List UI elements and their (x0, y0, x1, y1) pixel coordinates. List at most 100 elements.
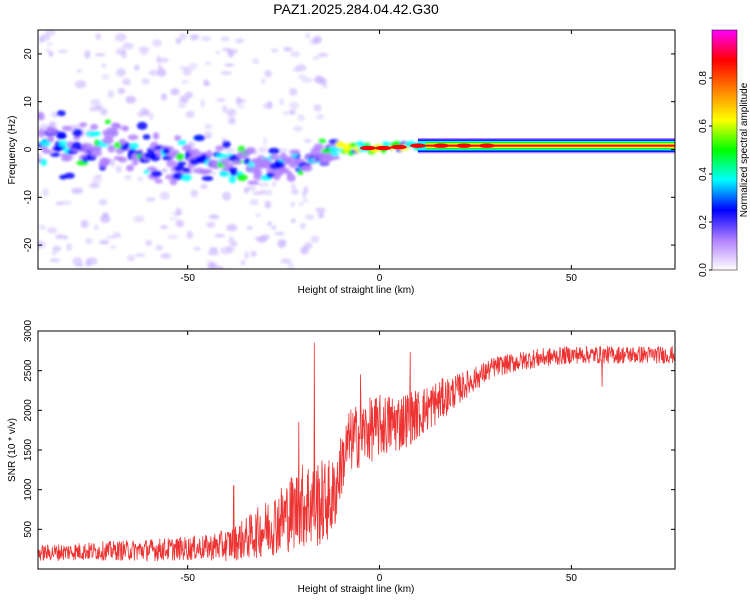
spectrogram-cell (52, 245, 62, 252)
spectrogram-y-tick-label: -20 (23, 237, 34, 252)
spectrogram-cell (227, 51, 234, 58)
spectrogram-cell (215, 145, 225, 152)
spectrogram-cell (179, 32, 188, 41)
spectrogram-cell (299, 222, 306, 229)
spectrogram-cell (118, 156, 128, 163)
spectrogram-cell (149, 112, 154, 121)
spectrogram-cell (215, 265, 224, 269)
spectrogram-cell (257, 182, 270, 187)
spectrogram-cell (279, 98, 285, 105)
spectrogram-cell (150, 170, 163, 177)
spectrogram-cell (283, 46, 293, 52)
spectrogram-hotspot (375, 145, 392, 151)
spectrogram-cell (38, 111, 45, 120)
spectrogram-cell (38, 224, 47, 230)
spectrogram-cell (46, 127, 58, 135)
colorbar-tick-label: 0.8 (698, 71, 709, 85)
spectrogram-cell (72, 257, 83, 266)
spectrogram-cell (95, 53, 106, 57)
spectrogram-cell (127, 134, 139, 141)
spectrogram-cell (110, 158, 115, 168)
spectrogram-cell (169, 217, 179, 221)
spectrogram-cell (219, 170, 230, 177)
spectrogram-cell (305, 33, 310, 39)
snr-y-tick-label: 2000 (23, 399, 34, 422)
spectrogram-cell (175, 152, 185, 161)
spectrogram-cell (300, 164, 313, 172)
spectrogram-cell (297, 75, 307, 79)
spectrogram-y-tick-label: 20 (23, 48, 34, 60)
spectrogram-cell (55, 234, 66, 240)
spectrogram-cell (40, 33, 51, 42)
spectrogram-y-tick-label: 0 (23, 146, 34, 152)
spectrogram-cell (60, 200, 73, 206)
snr-y-tick-label: 1500 (23, 438, 34, 461)
spectrogram-cell (137, 176, 144, 182)
spectrogram-cell (186, 230, 194, 240)
colorbar-tick-label: 0.0 (698, 263, 709, 277)
spectrogram-cell (129, 142, 139, 150)
spectrogram-cell (305, 214, 315, 221)
spectrogram-cell (301, 77, 313, 83)
spectrogram-cell (148, 69, 161, 76)
spectrogram-cell (278, 167, 290, 173)
spectrogram-hotspot (409, 143, 426, 148)
spectrogram-cell (85, 257, 98, 266)
spectrogram-cell (160, 93, 168, 101)
spectrogram-cell (110, 128, 119, 137)
spectrogram-cell (175, 37, 182, 44)
spectrogram-cell (303, 185, 309, 194)
spectrogram-cell (48, 50, 54, 57)
snr-series-line (38, 342, 675, 562)
spectrogram-cell (100, 108, 108, 116)
spectrogram-cell (226, 224, 238, 232)
spectrogram-cell (208, 214, 220, 220)
spectrogram-cell (250, 250, 257, 258)
spectrogram-cell (215, 97, 226, 103)
spectrogram-cell (268, 147, 280, 155)
spectrogram-cell (101, 64, 106, 68)
spectrogram-cell (177, 161, 187, 167)
spectrogram-cell (315, 78, 326, 84)
spectrogram-cell (330, 152, 340, 157)
spectrogram-cell (126, 164, 135, 172)
spectrogram-cell (317, 52, 329, 57)
spectrogram-y-tick-label: 10 (23, 96, 34, 108)
spectrogram-cell (72, 128, 83, 137)
spectrogram-cell (58, 131, 67, 139)
spectrogram-cell (167, 234, 178, 240)
spectrogram-cell (113, 231, 121, 238)
spectrogram-cell (318, 211, 325, 219)
spectrogram-band (360, 138, 675, 154)
spectrogram-cell (220, 36, 230, 42)
spectrogram-cell (237, 105, 245, 109)
spectrogram-cell (174, 135, 182, 141)
spectrogram-cell (116, 68, 126, 77)
spectrogram-cell (259, 189, 267, 195)
spectrogram-cell (266, 171, 276, 179)
spectrogram-cell (134, 253, 146, 257)
colorbar-tick-label: 0.2 (698, 215, 709, 229)
spectrogram-cell (134, 64, 140, 71)
spectrogram-cell (50, 152, 61, 157)
spectrogram-cell (40, 139, 51, 147)
spectrogram-cell (99, 157, 110, 166)
spectrogram-cell (189, 34, 200, 41)
spectrogram-cell (136, 121, 148, 130)
spectrogram-cell (122, 42, 134, 50)
spectrogram-x-axis-label: Height of straight line (km) (298, 285, 415, 296)
spectrogram-x-tick-label: 50 (566, 273, 578, 284)
colorbar-tick-label: 0.4 (698, 167, 709, 181)
spectrogram-cell (315, 207, 326, 213)
colorbar-gradient (711, 29, 738, 271)
spectrogram-cell (230, 170, 238, 176)
spectrogram-cell (253, 169, 263, 176)
spectrogram-cell (90, 98, 101, 106)
spectrogram-cell (288, 110, 296, 115)
spectrogram-cell (235, 38, 245, 44)
spectrogram-cell (204, 134, 213, 139)
spectrogram-cell (215, 50, 221, 55)
spectrogram-cell (232, 240, 238, 247)
spectrogram-cell (49, 258, 60, 263)
